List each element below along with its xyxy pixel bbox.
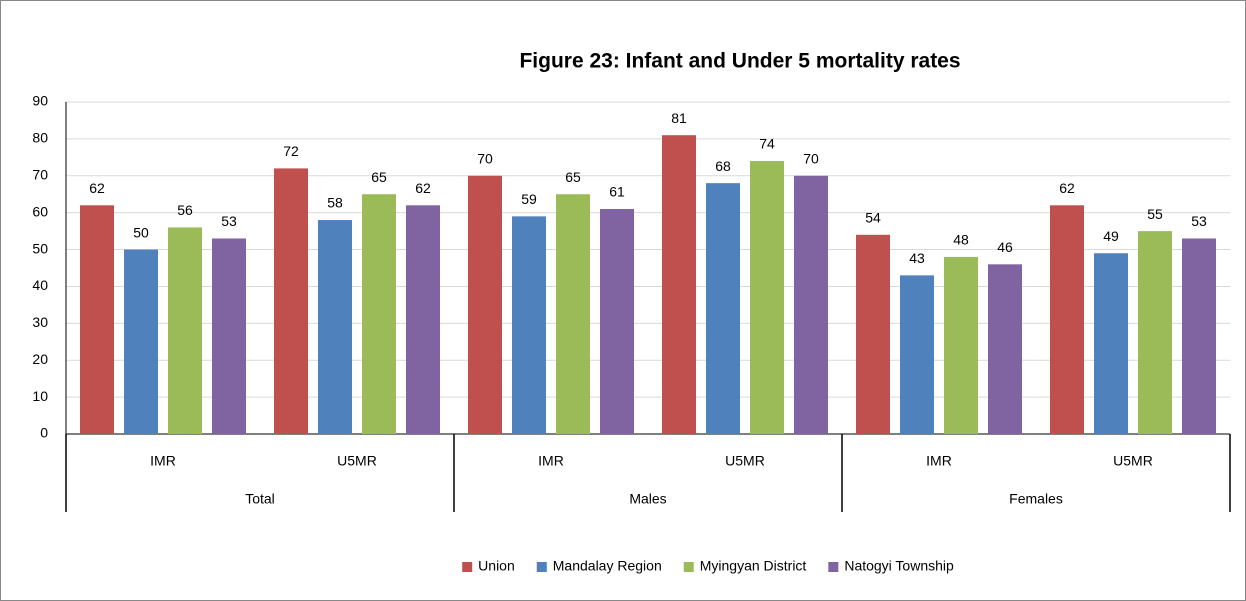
data-label: 62 <box>89 180 105 196</box>
y-tick-label: 90 <box>32 93 48 109</box>
x-tick-label: U5MR <box>725 453 765 469</box>
bar <box>750 161 784 434</box>
data-label: 53 <box>1191 213 1207 229</box>
data-label: 61 <box>609 184 625 200</box>
y-tick-label: 0 <box>40 425 48 441</box>
bar <box>80 205 114 434</box>
bar <box>706 183 740 434</box>
x-tick-label: U5MR <box>1113 453 1153 469</box>
legend-swatch <box>683 562 694 572</box>
y-tick-label: 30 <box>32 314 48 330</box>
data-label: 53 <box>221 213 237 229</box>
bar <box>662 135 696 434</box>
bar <box>856 234 890 434</box>
group-label: Total <box>245 491 275 507</box>
legend-label: Mandalay Region <box>553 558 662 574</box>
bar <box>212 238 246 434</box>
y-tick-label: 70 <box>32 166 48 182</box>
data-label: 70 <box>477 150 493 166</box>
y-tick-label: 50 <box>32 240 48 256</box>
y-tick-label: 60 <box>32 203 48 219</box>
y-tick-label: 20 <box>32 351 48 367</box>
bar <box>362 194 396 434</box>
data-label: 81 <box>671 110 687 126</box>
x-tick-label: IMR <box>538 453 564 469</box>
bar <box>556 194 590 434</box>
bar <box>900 275 934 434</box>
chart-title: Figure 23: Infant and Under 5 mortality … <box>519 50 960 73</box>
data-label: 56 <box>177 202 193 218</box>
group-label: Males <box>629 491 666 507</box>
bar <box>600 208 634 434</box>
bar <box>512 216 546 434</box>
bar <box>988 264 1022 434</box>
legend-label: Natogyi Township <box>844 558 954 574</box>
x-tick-label: U5MR <box>337 453 377 469</box>
data-label: 55 <box>1147 206 1163 222</box>
legend-swatch <box>462 562 473 572</box>
legend-swatch <box>828 562 839 572</box>
bar <box>124 249 158 434</box>
y-tick-label: 80 <box>32 130 48 146</box>
data-label: 65 <box>371 169 387 185</box>
data-label: 48 <box>953 232 969 248</box>
data-label: 54 <box>865 210 881 226</box>
bar <box>794 175 828 434</box>
bar <box>1182 238 1216 434</box>
data-label: 43 <box>909 250 925 266</box>
data-label: 70 <box>803 150 819 166</box>
data-label: 50 <box>133 224 149 240</box>
y-tick-label: 40 <box>32 277 48 293</box>
bar <box>406 205 440 434</box>
bar <box>168 227 202 434</box>
data-label: 62 <box>1059 180 1075 196</box>
legend-label: Myingyan District <box>700 558 807 574</box>
y-tick-label: 10 <box>32 388 48 404</box>
legend-label: Union <box>478 558 515 574</box>
x-tick-label: IMR <box>150 453 176 469</box>
bar <box>318 220 352 434</box>
data-label: 59 <box>521 191 537 207</box>
data-label: 49 <box>1103 228 1119 244</box>
bar <box>1050 205 1084 434</box>
data-label: 62 <box>415 180 431 196</box>
bar <box>468 175 502 434</box>
data-label: 74 <box>759 136 775 152</box>
data-label: 65 <box>565 169 581 185</box>
x-tick-label: IMR <box>926 453 952 469</box>
legend-swatch <box>536 562 547 572</box>
bar <box>274 168 308 434</box>
data-label: 72 <box>283 143 299 159</box>
group-label: Females <box>1009 491 1063 507</box>
data-label: 58 <box>327 195 343 211</box>
bar <box>944 256 978 434</box>
data-label: 46 <box>997 239 1013 255</box>
bar <box>1138 231 1172 434</box>
data-label: 68 <box>715 158 731 174</box>
bar <box>1094 253 1128 434</box>
